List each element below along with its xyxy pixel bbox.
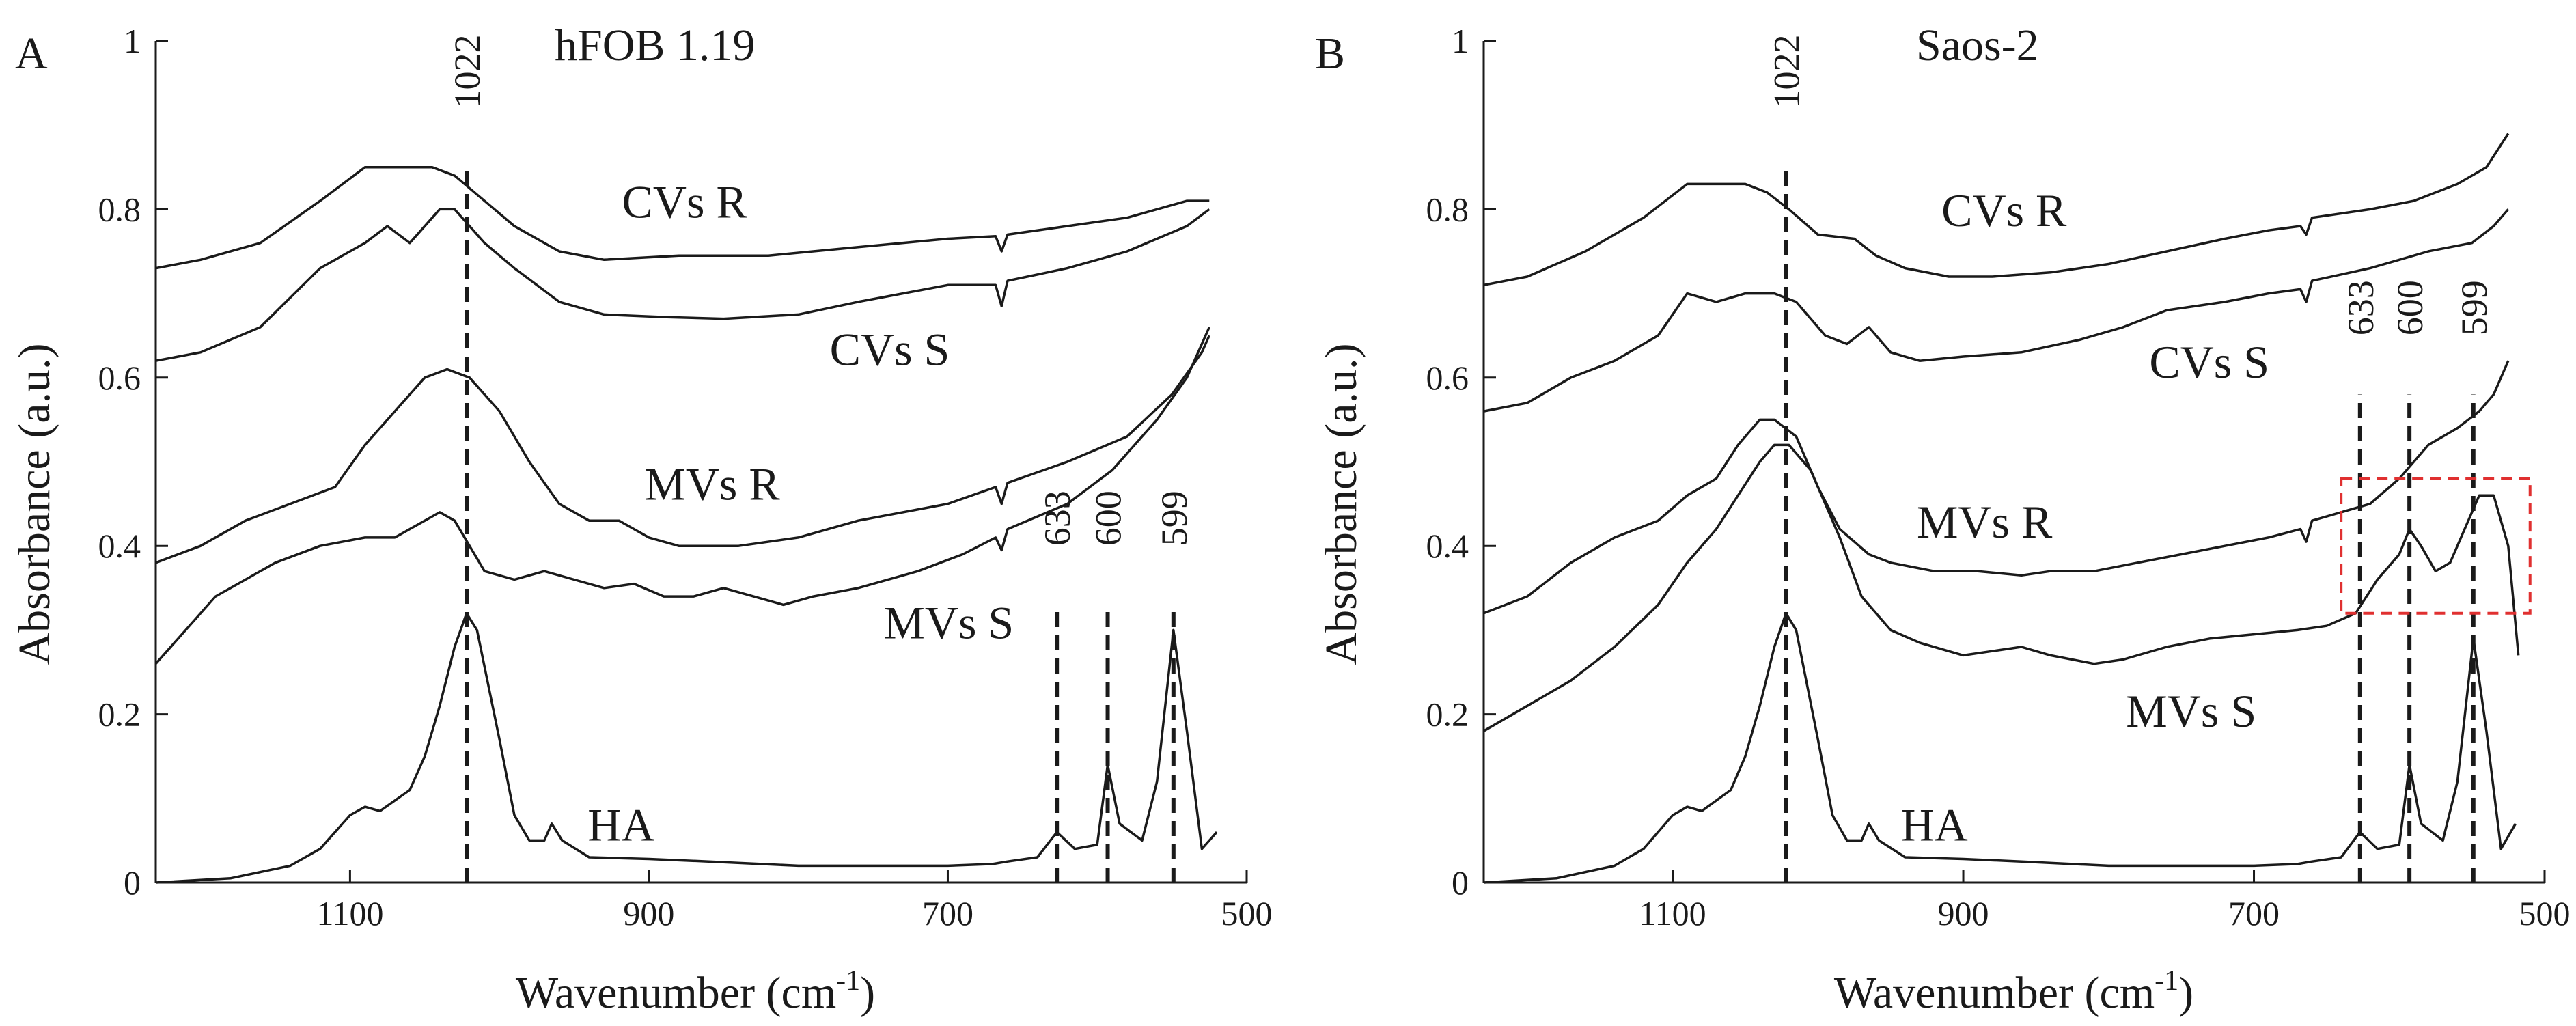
trace-label-mvs-s: MVs S [2126, 685, 2256, 737]
y-tick-label: 0.8 [98, 190, 141, 228]
trace-mvs-s [154, 327, 1210, 665]
peak-label-600: 600 [1088, 490, 1129, 546]
traces: CVs R CVs S MVs R MVs S HA [154, 166, 1218, 884]
y-tick-label: 0 [1452, 863, 1469, 902]
peak-label-1022: 1022 [447, 35, 488, 109]
peak-markers: 1022 633 600 599 [1766, 35, 2532, 883]
y-tick-label: 0.2 [98, 695, 141, 734]
peak-label-1022: 1022 [1766, 35, 1807, 109]
trace-label-ha: HA [587, 799, 654, 850]
y-tick-label: 0.2 [1426, 695, 1469, 734]
y-tick-label: 1 [124, 22, 141, 60]
trace-mvs-r [155, 335, 1210, 564]
y-tick-label: 0.8 [1426, 190, 1469, 228]
peak-label-599: 599 [2454, 280, 2495, 335]
trace-label-cvs-r: CVs R [622, 176, 748, 228]
x-tick-label: 900 [623, 894, 674, 932]
panel-b: B Saos-2 Absorbance (a.u.) Wavenumber (c… [1315, 20, 2571, 1018]
y-tick-label: 0.4 [98, 527, 141, 565]
trace-label-mvs-r: MVs R [1917, 496, 2053, 548]
peak-label-600: 600 [2390, 280, 2430, 335]
y-tick-label: 0 [124, 863, 141, 902]
trace-label-mvs-s: MVs S [883, 597, 1014, 649]
trace-mvs-r [1483, 360, 2510, 615]
x-tick-label: 1100 [1639, 894, 1706, 932]
panel-letter: B [1315, 29, 1345, 79]
trace-ha [1483, 612, 2517, 884]
panel-title: hFOB 1.19 [555, 20, 755, 70]
y-tick-label: 0.6 [1426, 359, 1469, 397]
trace-ha [155, 612, 1218, 884]
y-tick-label: 0.4 [1426, 527, 1469, 565]
panel-a: A hFOB 1.19 Absorbance (a.u.) Wavenumber… [10, 20, 1273, 1018]
trace-cvs-r [1483, 133, 2510, 287]
x-tick-label: 700 [922, 894, 973, 932]
x-tick-label: 500 [1221, 894, 1273, 932]
peak-label-599: 599 [1154, 490, 1195, 546]
trace-label-ha: HA [1901, 799, 1968, 850]
x-axis-title: Wavenumber (cm-1) [516, 965, 875, 1018]
trace-label-cvs-r: CVs R [1941, 184, 2067, 236]
x-tick-label: 900 [1938, 894, 1989, 932]
peak-markers: 1022 633 600 599 [447, 35, 1195, 883]
peak-label-633: 633 [1037, 490, 1078, 546]
x-tick-label: 1100 [316, 894, 383, 932]
trace-label-cvs-s: CVs S [830, 323, 950, 375]
highlight-box [2340, 477, 2532, 615]
axes: 0 0.2 0.4 0.6 0.8 1 1100 900 700 500 [1426, 22, 2571, 932]
y-tick-label: 1 [1452, 22, 1469, 60]
trace-mvs-s [1483, 443, 2520, 732]
y-axis-title: Absorbance (a.u.) [1316, 344, 1366, 665]
peak-label-633: 633 [2340, 280, 2381, 335]
traces: CVs R CVs S MVs R MVs S HA [1483, 133, 2520, 884]
trace-cvs-s [155, 208, 1210, 362]
x-tick-label: 500 [2519, 894, 2571, 932]
trace-label-cvs-s: CVs S [2149, 336, 2269, 388]
y-axis-title: Absorbance (a.u.) [10, 344, 59, 665]
trace-cvs-r [155, 166, 1210, 270]
panel-title: Saos-2 [1916, 20, 2039, 70]
panel-letter: A [15, 29, 48, 79]
trace-label-mvs-r: MVs R [644, 458, 780, 510]
x-axis-title: Wavenumber (cm-1) [1834, 965, 2193, 1018]
axes: 0 0.2 0.4 0.6 0.8 1 1100 900 700 500 [98, 22, 1273, 932]
x-tick-label: 700 [2228, 894, 2280, 932]
y-tick-label: 0.6 [98, 359, 141, 397]
trace-cvs-s [1483, 208, 2510, 413]
